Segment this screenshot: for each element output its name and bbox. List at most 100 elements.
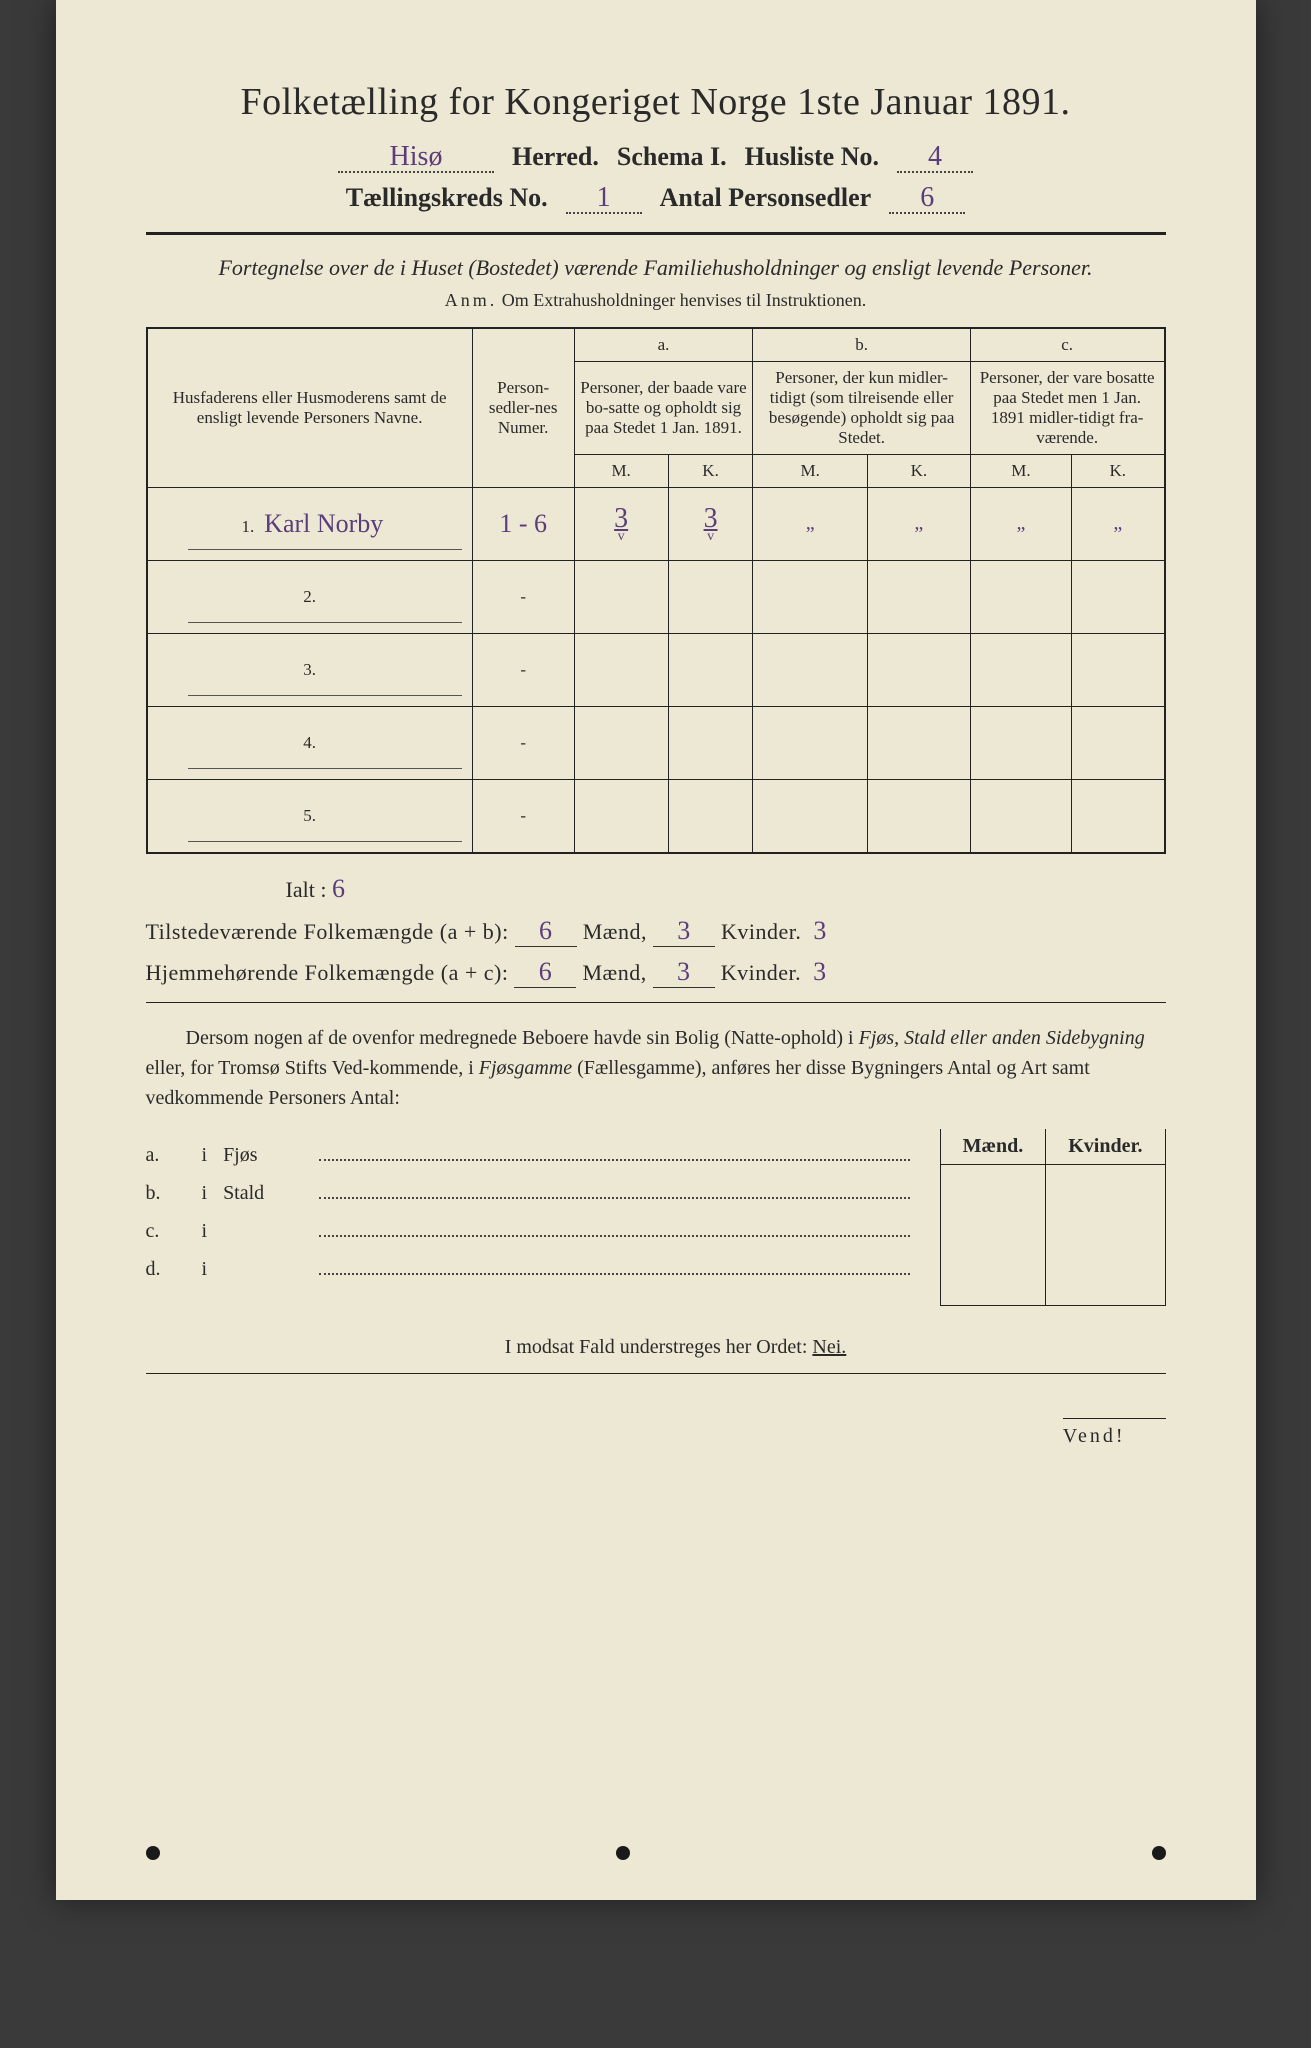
row-number: 3.: [298, 660, 322, 680]
husliste-label: Husliste No.: [745, 142, 879, 172]
mk-table: Mænd. Kvinder.: [940, 1129, 1166, 1306]
punch-dot: [146, 1846, 160, 1860]
anm-prefix: Anm.: [445, 290, 498, 310]
header-row-1: Hisø Herred. Schema I. Husliste No. 4: [146, 142, 1166, 173]
table-row: 1. Karl Norby 1 - 6 3v 3v „ „ „ „: [147, 487, 1165, 560]
summary1-k: 3: [813, 916, 827, 945]
col-a-desc: Personer, der baade vare bo-satte og oph…: [574, 361, 753, 454]
row-number: 1.: [236, 517, 260, 537]
summary1-total: 6: [515, 916, 577, 947]
summary2-label: Hjemmehørende Folkemængde (a + c):: [146, 960, 509, 985]
col-b-m: M.: [753, 454, 867, 487]
kreds-label: Tællingskreds No.: [346, 183, 548, 213]
side-building-list: a. i Fjøs b. i Stald c. i d. i: [146, 1129, 910, 1291]
sb-type: Fjøs: [223, 1144, 303, 1167]
sb-dots: [319, 1177, 910, 1199]
col-a-label: a.: [574, 328, 753, 362]
col-c-k: K.: [1072, 454, 1165, 487]
schema-label: Schema I.: [617, 142, 727, 172]
sb-label: a.: [146, 1144, 186, 1167]
row-number: 5.: [298, 806, 322, 826]
sb-row: b. i Stald: [146, 1177, 910, 1205]
mk-m-header: Mænd.: [940, 1129, 1046, 1165]
anm-text: Om Extrahusholdninger henvises til Instr…: [502, 290, 866, 310]
header-row-2: Tællingskreds No. 1 Antal Personsedler 6: [146, 183, 1166, 214]
herred-label: Herred.: [512, 142, 599, 172]
summary1-m: 3: [653, 916, 715, 947]
sb-row: d. i: [146, 1253, 910, 1281]
summary-present: Tilstedeværende Folkemængde (a + b): 6 M…: [146, 916, 1166, 947]
col-a-k: K.: [668, 454, 753, 487]
sb-label: d.: [146, 1258, 186, 1281]
name-cell: 1. Karl Norby: [147, 487, 473, 560]
modsat-line: I modsat Fald understreges her Ordet: Ne…: [146, 1336, 1166, 1359]
bk-value: „: [914, 512, 923, 534]
table-row: 4. -: [147, 706, 1165, 779]
num-value: -: [472, 633, 574, 706]
summary-resident: Hjemmehørende Folkemængde (a + c): 6 Mæn…: [146, 957, 1166, 988]
mk-k-header: Kvinder.: [1046, 1129, 1165, 1165]
punch-dot: [1152, 1846, 1166, 1860]
summary2-m-label: Mænd,: [582, 960, 646, 985]
antal-value: 6: [889, 184, 965, 214]
sb-row: a. i Fjøs: [146, 1139, 910, 1167]
sb-dots: [319, 1139, 910, 1161]
kreds-value: 1: [566, 184, 642, 214]
table-row: 5. -: [147, 779, 1165, 853]
anm-note: Anm. Om Extrahusholdninger henvises til …: [146, 290, 1166, 311]
sb-row: c. i: [146, 1215, 910, 1243]
summary2-k-label: Kvinder.: [721, 960, 801, 985]
sb-label: b.: [146, 1182, 186, 1205]
sb-i: i: [202, 1258, 208, 1281]
summary1-m-label: Mænd,: [583, 919, 647, 944]
side-building-note: Dersom nogen af de ovenfor medregnede Be…: [146, 1023, 1166, 1113]
ialt-value: 6: [332, 874, 345, 903]
census-form-page: Folketælling for Kongeriget Norge 1ste J…: [56, 0, 1256, 1900]
sb-i: i: [202, 1220, 208, 1243]
antal-label: Antal Personsedler: [660, 183, 872, 213]
person-name: Karl Norby: [264, 509, 383, 538]
table-body: 1. Karl Norby 1 - 6 3v 3v „ „ „ „ 2. - 3…: [147, 487, 1165, 853]
underline: [188, 622, 462, 623]
vend-label: Vend!: [1063, 1418, 1166, 1448]
husliste-value: 4: [897, 143, 973, 173]
summary1-k-label: Kvinder.: [721, 919, 801, 944]
sb-i: i: [202, 1182, 208, 1205]
table-row: 3. -: [147, 633, 1165, 706]
herred-value: Hisø: [338, 143, 494, 173]
sb-type: Stald: [223, 1182, 303, 1205]
sb-dots: [319, 1253, 910, 1275]
num-value: -: [472, 706, 574, 779]
side-buildings-section: a. i Fjøs b. i Stald c. i d. i: [146, 1129, 1166, 1306]
sb-label: c.: [146, 1220, 186, 1243]
col-num-header: Person-sedler-nes Numer.: [472, 328, 574, 488]
sb-dots: [319, 1215, 910, 1237]
num-value: 1 - 6: [499, 509, 547, 538]
ialt-row: Ialt : 6: [286, 874, 1166, 904]
summary1-label: Tilstedeværende Folkemængde (a + b):: [146, 919, 509, 944]
cm-value: „: [1017, 512, 1026, 534]
col-b-label: b.: [753, 328, 970, 362]
underline: [188, 768, 462, 769]
sb-i: i: [202, 1144, 208, 1167]
page-title: Folketælling for Kongeriget Norge 1ste J…: [146, 80, 1166, 124]
col-b-desc: Personer, der kun midler-tidigt (som til…: [753, 361, 970, 454]
underline: [188, 841, 462, 842]
row-number: 4.: [298, 733, 322, 753]
row-number: 2.: [298, 587, 322, 607]
ck-value: „: [1113, 512, 1122, 534]
col-c-label: c.: [970, 328, 1164, 362]
divider: [146, 1373, 1166, 1374]
bm-value: „: [806, 512, 815, 534]
col-c-m: M.: [970, 454, 1071, 487]
divider: [146, 1002, 1166, 1003]
underline: [188, 695, 462, 696]
modsat-text: I modsat Fald understreges her Ordet:: [505, 1336, 808, 1358]
household-table: Husfaderens eller Husmoderens samt de en…: [146, 327, 1166, 854]
num-value: -: [472, 560, 574, 633]
col-name-header: Husfaderens eller Husmoderens samt de en…: [147, 328, 473, 488]
form-description: Fortegnelse over de i Huset (Bostedet) v…: [146, 253, 1166, 284]
summary2-m: 3: [653, 957, 715, 988]
col-b-k: K.: [867, 454, 970, 487]
col-a-m: M.: [574, 454, 668, 487]
